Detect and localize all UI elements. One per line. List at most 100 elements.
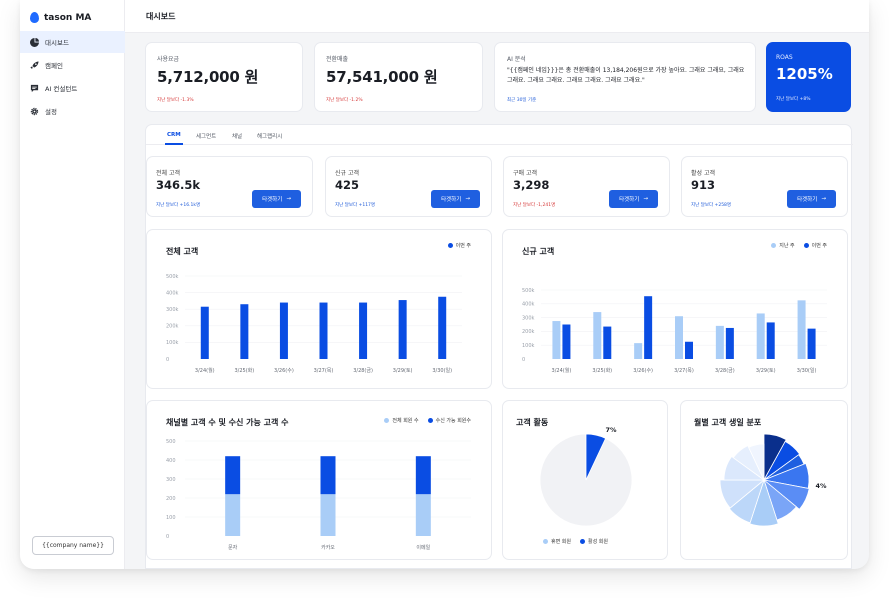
x-tick-label: 3/24(월): [552, 367, 572, 374]
brand[interactable]: tason MA: [30, 12, 91, 23]
bar: [415, 494, 431, 536]
y-tick-label: 500: [166, 439, 176, 445]
ai-report-period: 최근 30일 기준: [507, 98, 537, 103]
legend-swatch: [771, 243, 777, 248]
x-tick-label: 3/30(일): [797, 367, 817, 374]
legend-label: 전체 회원 수: [392, 418, 419, 424]
y-tick-label: 300k: [166, 307, 179, 313]
legend-item: 지난 주: [771, 242, 795, 249]
sidebar-item-campaign[interactable]: 캠페인: [20, 54, 125, 76]
stat-value: 346.5k: [156, 178, 201, 192]
crm-panel: CRM 세그먼트 채널 해그랩리시 전체 고객 346.5k 지난 달보다 +1…: [145, 124, 853, 569]
chart-card-total-customers: 전체 고객 이번 주 500k 400k 300k 200k 100k 0 3/24(월) 3…: [146, 229, 492, 389]
pie-annotation: 4%: [815, 482, 827, 490]
kpi-card-usage-fee: 사용요금 5,712,000 원 지난 달보다 -1.3%: [145, 42, 303, 112]
pie-slice: [748, 443, 765, 481]
bar: [225, 494, 241, 536]
bar: [797, 300, 806, 359]
chart-card-birth-month: 월별 고객 생일 분포 4%: [680, 400, 848, 560]
bar: [675, 316, 683, 359]
legend-swatch: [384, 418, 390, 423]
tab-active-indicator: [165, 143, 183, 145]
stat-label: 구매 고객: [513, 170, 537, 177]
new-customers-chart: 500k 400k 300k 200k 100k 0 3/24(월) 3/25(화) 3/26(…: [522, 288, 827, 374]
sidebar-item-dashboard[interactable]: 대시보드: [20, 31, 125, 53]
ai-report-card: AI 분석 "{{캠페인 네임}}}은 총 전환매출이 13,184,206원으…: [494, 42, 756, 112]
sidebar-item-ai-consultant[interactable]: AI 컨설턴트: [20, 77, 125, 99]
y-tick-label: 0: [166, 357, 169, 363]
bar: [279, 302, 288, 359]
bar: [644, 296, 653, 359]
target-button[interactable]: 타겟하기 →: [431, 190, 480, 208]
tab-crm[interactable]: CRM: [167, 132, 181, 138]
stat-value: 425: [335, 178, 360, 192]
y-tick-label: 500k: [522, 288, 535, 294]
company-name-button[interactable]: {{company name}}: [32, 536, 114, 555]
x-tick-label: 3/30(일): [432, 367, 452, 374]
customer-activity-pie: 7%: [539, 426, 633, 527]
bar: [685, 341, 693, 359]
sidebar-item-label: AI 컨설턴트: [45, 85, 78, 93]
stat-label: 활성 고객: [691, 170, 715, 177]
pie-slice: [763, 440, 801, 481]
legend-item: 활성 회원: [580, 538, 608, 545]
bar: [603, 326, 612, 359]
x-tick-label: 3/25(화): [234, 368, 254, 374]
target-button-label: 타겟하기: [441, 197, 462, 203]
y-tick-label: 200: [166, 496, 176, 502]
stat-card-purchase: 구매 고객 3,298 지난 달보다 -1,241명 타겟하기 →: [503, 156, 670, 217]
stat-delta: 지난 달보다 -1,241명: [513, 203, 556, 208]
legend-swatch: [543, 539, 548, 544]
target-button[interactable]: 타겟하기 →: [609, 190, 658, 208]
x-tick-label: 3/27(목): [674, 368, 694, 374]
pie-slice: [585, 433, 607, 481]
stat-card-active: 활성 고객 913 지난 달보다 +258명 타겟하기 →: [681, 156, 848, 217]
stat-label: 신규 고객: [335, 170, 359, 177]
arrow-right-icon: →: [286, 196, 291, 202]
x-tick-label: 3/29(토): [756, 368, 776, 374]
pie-slice: [763, 479, 810, 510]
tab-hashtag[interactable]: 해그랩리시: [257, 134, 283, 140]
bar: [225, 456, 241, 495]
y-tick-label: 100k: [522, 343, 535, 349]
roas-value: 1205%: [776, 65, 833, 83]
bar: [320, 494, 336, 536]
x-tick-label: 3/24(월): [195, 367, 215, 374]
gear-icon: [30, 107, 39, 116]
target-button[interactable]: 타겟하기 →: [252, 190, 301, 208]
stat-value: 913: [691, 178, 716, 192]
pie-slice: [728, 478, 765, 524]
stat-card-new: 신규 고객 425 지난 달보다 +117명 타겟하기 →: [325, 156, 492, 217]
bar: [756, 313, 765, 359]
chart-legend: 지난 주 이번 주: [771, 242, 827, 249]
chart-card-channel: 채널별 고객 수 및 수신 가능 고객 수 전체 회원 수 수신 가능 회원수 …: [146, 400, 492, 560]
x-tick-label: 3/28(금): [715, 368, 735, 374]
bar: [552, 321, 561, 359]
bar: [562, 324, 571, 359]
kpi-delta: 지난 달보다 -1.2%: [326, 98, 363, 103]
bar: [725, 327, 734, 359]
tab-segment[interactable]: 세그먼트: [196, 134, 217, 140]
sidebar-item-settings[interactable]: 설정: [20, 100, 125, 122]
x-tick-label: 이메일: [416, 544, 430, 551]
y-tick-label: 300k: [522, 315, 535, 321]
x-tick-label: 3/26(수): [633, 368, 653, 374]
tab-channel[interactable]: 채널: [232, 134, 243, 140]
chart-title: 신규 고객: [522, 247, 555, 256]
x-tick-label: 카카오: [321, 544, 335, 551]
y-tick-label: 100k: [166, 340, 179, 346]
topbar: 대시보드: [125, 0, 869, 33]
target-button-label: 타겟하기: [619, 197, 640, 203]
target-button[interactable]: 타겟하기 →: [787, 190, 836, 208]
legend-swatch: [803, 243, 809, 248]
bar: [319, 302, 328, 359]
bar: [807, 328, 816, 359]
y-tick-label: 0: [522, 357, 525, 363]
bar: [593, 312, 602, 359]
stat-card-total: 전체 고객 346.5k 지난 달보다 +16.1k명 타겟하기 →: [146, 156, 313, 217]
legend-item: 이번 주: [447, 242, 471, 249]
stat-value: 3,298: [513, 178, 550, 192]
chart-legend: 이번 주: [447, 242, 471, 249]
chart-card-activity: 고객 활동 7% 휴면 회원 활성 회원: [502, 400, 668, 560]
ai-report-label: AI 분석: [507, 56, 526, 63]
